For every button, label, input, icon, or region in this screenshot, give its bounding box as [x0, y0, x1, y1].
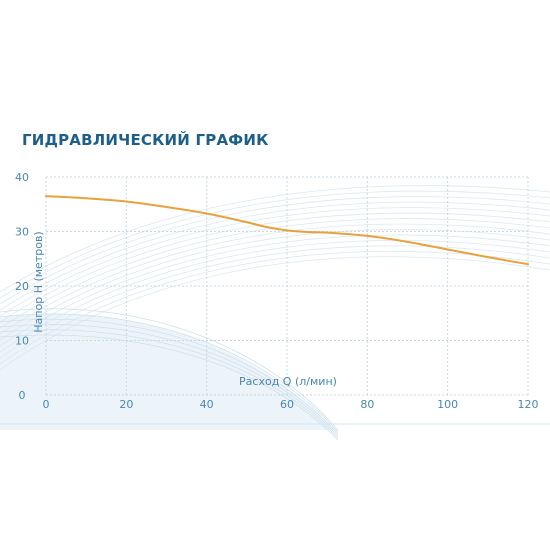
- background-wave-line: [0, 223, 550, 335]
- x-tick-label: 40: [200, 398, 214, 411]
- y-tick-label: 0: [19, 389, 26, 402]
- y-tick-label: 10: [15, 335, 29, 348]
- y-axis-label: Напор Н (метров): [32, 231, 45, 332]
- y-axis-ticks: 0 10 20 30 40: [15, 171, 29, 402]
- background-wave-line: [0, 240, 550, 353]
- background-wave-line: [0, 201, 550, 311]
- background-wave-line: [0, 196, 550, 305]
- background-wave-fill: [0, 313, 335, 430]
- x-axis-ticks: 0 20 40 60 80 100 120: [43, 398, 539, 411]
- background-wave-line: [0, 218, 550, 329]
- background-wave-line: [0, 318, 339, 435]
- background-wave-line: [0, 185, 550, 293]
- x-tick-label: 60: [280, 398, 294, 411]
- head-flow-curve: [45, 195, 529, 266]
- background-wave-line: [0, 190, 550, 299]
- background-wave-line: [0, 207, 550, 317]
- background-wave-line: [0, 250, 550, 365]
- x-tick-label: 0: [43, 398, 50, 411]
- background-wave-line: [0, 308, 339, 431]
- chart-title: ГИДРАВЛИЧЕСКИЙ ГРАФИК: [22, 131, 269, 149]
- background-wave-line: [0, 245, 550, 359]
- y-tick-label: 30: [15, 226, 29, 239]
- x-axis-label: Расход Q (л/мин): [239, 375, 337, 388]
- x-tick-label: 20: [119, 398, 133, 411]
- x-tick-label: 80: [360, 398, 374, 411]
- chart-series: [45, 195, 529, 266]
- background-wave-line: [0, 234, 550, 347]
- background-wave-line: [0, 329, 339, 439]
- background-wave-line: [0, 256, 550, 371]
- background-wave-line: [0, 212, 550, 323]
- x-tick-label: 100: [437, 398, 458, 411]
- background-wave-line: [0, 334, 339, 441]
- y-tick-label: 40: [15, 171, 29, 184]
- x-tick-label: 120: [518, 398, 539, 411]
- background-wave-line: [0, 324, 339, 437]
- background-waves: [0, 185, 550, 441]
- y-tick-label: 20: [15, 280, 29, 293]
- background-wave-line: [0, 313, 339, 433]
